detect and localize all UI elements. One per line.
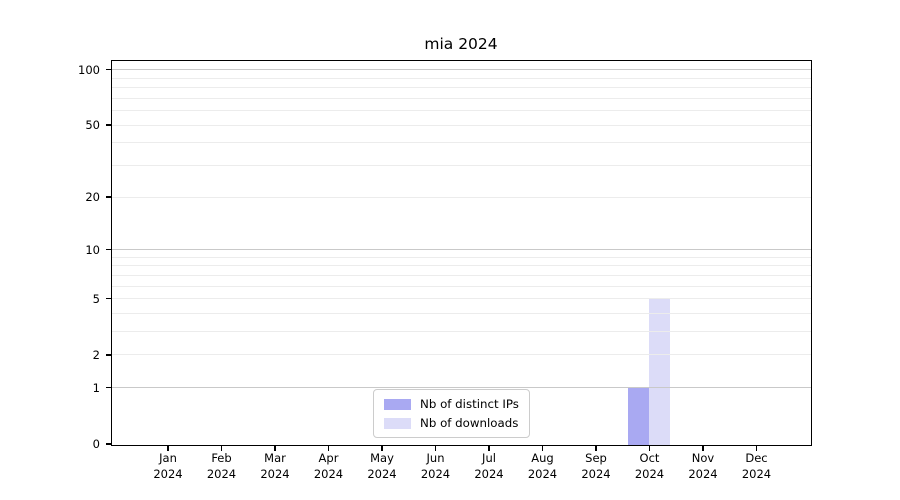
- x-tick-label: Sep 2024: [564, 451, 628, 482]
- x-tick-label: Feb 2024: [190, 451, 254, 482]
- major-gridline: [111, 69, 811, 71]
- minor-gridline: [111, 331, 811, 332]
- x-tick-label: Aug 2024: [511, 451, 575, 482]
- x-tick-label: Mar 2024: [243, 451, 307, 482]
- x-tick-label: Apr 2024: [297, 451, 361, 482]
- legend-label-downloads: Nb of downloads: [420, 416, 519, 430]
- bar-downloads: [649, 299, 671, 445]
- minor-gridline: [111, 77, 811, 79]
- x-tick-mark: [541, 445, 544, 451]
- y-tick-mark: [106, 124, 111, 126]
- minor-gridline: [111, 285, 811, 287]
- x-tick-year: 2024: [581, 466, 611, 481]
- x-tick-month: Nov: [691, 451, 715, 465]
- x-tick-label: Jan 2024: [136, 451, 200, 482]
- y-tick-mark: [106, 387, 111, 389]
- x-tick-year: 2024: [367, 466, 397, 481]
- x-tick-year: 2024: [474, 466, 504, 481]
- y-tick-label: 20: [85, 190, 100, 204]
- minor-gridline: [111, 312, 811, 314]
- minor-gridline: [111, 142, 811, 144]
- x-tick-mark: [381, 445, 383, 451]
- x-tick-month: Apr: [318, 451, 339, 465]
- x-tick-month: Feb: [211, 451, 232, 465]
- x-tick-year: 2024: [688, 466, 718, 481]
- x-tick-year: 2024: [741, 466, 772, 481]
- y-tick-mark: [106, 354, 111, 356]
- minor-gridline: [111, 256, 811, 258]
- x-tick-mark: [488, 445, 490, 451]
- legend-label-distinct-ips: Nb of distinct IPs: [420, 397, 519, 411]
- minor-gridline: [111, 164, 811, 166]
- y-tick-mark: [106, 248, 111, 251]
- x-tick-mark: [702, 445, 704, 451]
- y-tick-label: 1: [92, 380, 100, 395]
- x-tick-month: Dec: [745, 451, 768, 465]
- x-tick-label: Oct 2024: [618, 451, 682, 482]
- x-tick-mark: [327, 445, 330, 451]
- legend-swatch-distinct-ips: [384, 398, 411, 410]
- legend-swatch-downloads: [384, 417, 411, 429]
- minor-gridline: [111, 124, 811, 126]
- x-tick-mark: [434, 445, 437, 451]
- y-tick-label: 5: [92, 291, 100, 306]
- x-tick-mark: [220, 445, 223, 451]
- x-tick-mark: [274, 445, 276, 451]
- x-tick-month: Sep: [585, 451, 607, 465]
- legend-item-downloads: Nb of downloads: [384, 416, 519, 430]
- x-tick-month: Jun: [426, 451, 445, 465]
- bar-distinct-ips: [627, 388, 649, 445]
- minor-gridline: [111, 196, 811, 198]
- minor-gridline: [111, 354, 811, 356]
- major-gridline: [111, 249, 811, 250]
- x-tick-mark: [755, 445, 758, 451]
- minor-gridline: [111, 274, 811, 276]
- x-tick-year: 2024: [313, 466, 344, 481]
- plot-area: [110, 59, 812, 446]
- y-tick-label: 50: [85, 118, 100, 132]
- minor-gridline: [111, 298, 811, 300]
- x-tick-year: 2024: [260, 466, 290, 481]
- x-tick-month: Aug: [531, 451, 554, 465]
- x-tick-label: Jul 2024: [457, 451, 521, 482]
- x-tick-month: Jan: [159, 451, 177, 465]
- y-tick-mark: [106, 443, 111, 445]
- x-tick-month: Oct: [639, 451, 660, 465]
- minor-gridline: [111, 110, 811, 111]
- x-tick-month: Mar: [264, 451, 286, 465]
- chart-title: mia 2024: [424, 35, 498, 53]
- x-tick-year: 2024: [153, 466, 183, 481]
- x-tick-mark: [167, 445, 169, 451]
- x-tick-month: May: [370, 451, 394, 465]
- y-tick-label: 2: [92, 347, 100, 362]
- legend-item-distinct-ips: Nb of distinct IPs: [384, 397, 519, 411]
- y-tick-label: 10: [85, 242, 100, 257]
- x-tick-mark: [595, 445, 597, 451]
- x-tick-year: 2024: [527, 466, 558, 481]
- y-tick-label: 100: [78, 62, 100, 77]
- x-tick-year: 2024: [206, 466, 237, 481]
- minor-gridline: [111, 97, 811, 99]
- legend: Nb of distinct IPs Nb of downloads: [373, 389, 530, 438]
- x-tick-label: Dec 2024: [725, 451, 789, 482]
- y-tick-label: 0: [92, 437, 100, 451]
- x-tick-label: May 2024: [350, 451, 414, 482]
- y-tick-mark: [106, 68, 111, 71]
- x-tick-mark: [648, 445, 651, 451]
- major-gridline: [111, 387, 811, 389]
- minor-gridline: [111, 265, 811, 267]
- x-tick-year: 2024: [634, 466, 665, 481]
- minor-gridline: [111, 87, 811, 88]
- x-tick-month: Jul: [482, 451, 496, 465]
- y-tick-mark: [106, 196, 111, 198]
- x-tick-label: Nov 2024: [671, 451, 735, 482]
- x-tick-label: Jun 2024: [404, 451, 468, 482]
- y-tick-mark: [106, 297, 111, 300]
- x-tick-year: 2024: [420, 466, 451, 481]
